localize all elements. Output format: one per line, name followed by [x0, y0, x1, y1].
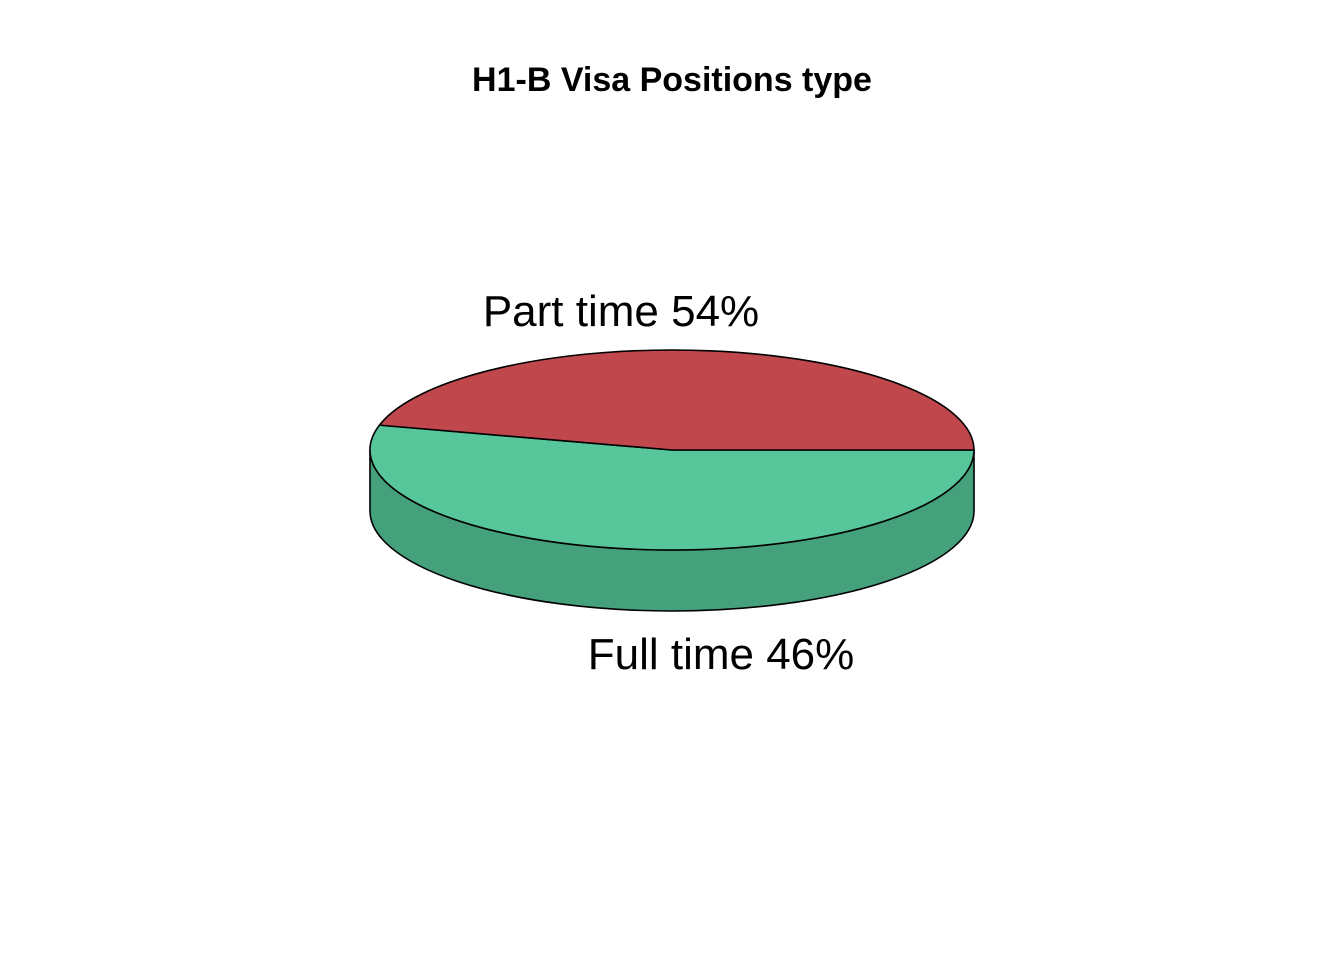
- pie-top-faces: [369, 349, 975, 551]
- chart-title: H1-B Visa Positions type: [472, 61, 872, 99]
- slice-label-part-time: Part time 54%: [483, 287, 759, 336]
- slice-label-full-time: Full time 46%: [588, 630, 855, 679]
- pie-slice-full-time: [378, 349, 975, 451]
- pie-slice-part-time: [369, 424, 975, 551]
